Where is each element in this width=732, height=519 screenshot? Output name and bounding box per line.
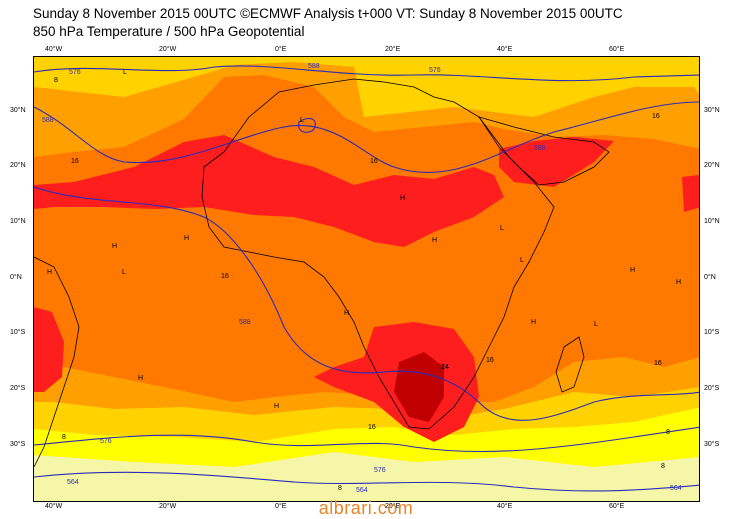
lat-label-right: 30°N <box>704 107 720 114</box>
high-pressure-marker: H <box>432 237 438 244</box>
high-pressure-marker: H <box>184 235 190 242</box>
lon-label-bottom: 20°W <box>159 503 177 510</box>
lon-label-top: 40°W <box>45 46 63 53</box>
coastlines <box>34 78 610 468</box>
geopotential-588-south <box>34 186 699 421</box>
geopotential-588-north <box>34 101 699 173</box>
temperature-label: 24 <box>441 364 449 371</box>
temperature-label: 16 <box>654 360 662 367</box>
map-title: Sunday 8 November 2015 00UTC ©ECMWF Anal… <box>33 6 623 21</box>
coastline-arabia <box>478 116 610 186</box>
geopotential-label: 588 <box>534 145 546 152</box>
temp-band-gt28 <box>394 352 444 422</box>
coastline-africa <box>201 78 555 430</box>
temperature-label: 16 <box>71 158 79 165</box>
lat-label-right: 0°N <box>704 274 716 281</box>
lon-label-bottom: 0°E <box>275 503 287 510</box>
lon-label-bottom: 20°E <box>385 503 401 510</box>
low-pressure-marker: L <box>122 269 126 276</box>
temperature-label: 8 <box>661 463 665 470</box>
watermark: albrari.com <box>318 498 414 518</box>
high-pressure-marker: H <box>274 403 280 410</box>
geopotential-label: 576 <box>100 438 112 445</box>
lat-label-right: 20°N <box>704 162 720 169</box>
geopotential-label: 588 <box>308 63 320 70</box>
lon-label-bottom: 40°E <box>497 503 513 510</box>
geopotential-label: 564 <box>356 487 368 494</box>
geopotential-label: 576 <box>429 67 441 74</box>
lat-label-left: 10°S <box>10 329 26 336</box>
lon-label-top: 40°E <box>497 46 513 53</box>
lat-label-left: 10°N <box>10 218 26 225</box>
temperature-label: 16 <box>221 273 229 280</box>
low-pressure-marker: L <box>520 257 524 264</box>
lon-label-bottom: 60°E <box>609 503 625 510</box>
geopotential-label: 576 <box>69 69 81 76</box>
weather-map-svg <box>34 57 699 501</box>
geopotential-contours <box>34 65 699 492</box>
geopotential-label: 564 <box>670 485 682 492</box>
map-subtitle: 850 hPa Temperature / 500 hPa Geopotenti… <box>33 24 305 39</box>
geopotential-588-low <box>298 117 316 133</box>
lon-label-top: 60°E <box>609 46 625 53</box>
lat-label-right: 30°S <box>704 441 720 448</box>
low-pressure-marker: L <box>594 321 598 328</box>
temperature-label: 8 <box>54 77 58 84</box>
geopotential-label: 576 <box>374 467 386 474</box>
temp-band-24-28 <box>34 135 504 247</box>
lat-label-left: 0°N <box>10 274 22 281</box>
high-pressure-marker: H <box>344 310 350 317</box>
geopotential-576-south <box>34 426 699 453</box>
high-pressure-marker: H <box>531 319 537 326</box>
temperature-label: 16 <box>368 424 376 431</box>
temperature-label: 16 <box>652 113 660 120</box>
lon-label-top: 0°E <box>275 46 287 53</box>
high-pressure-marker: H <box>138 375 144 382</box>
geopotential-564-south <box>34 471 699 492</box>
lat-label-right: 10°S <box>704 329 720 336</box>
coastline-south-america <box>34 256 80 468</box>
lat-label-right: 20°S <box>704 385 720 392</box>
low-pressure-marker: L <box>500 225 504 232</box>
temp-band-24-28-west <box>34 307 64 392</box>
low-pressure-marker: L <box>300 117 304 124</box>
coastline-madagascar <box>555 336 585 393</box>
lat-label-left: 30°N <box>10 107 26 114</box>
geopotential-label: 588 <box>42 117 54 124</box>
high-pressure-marker: H <box>112 243 118 250</box>
high-pressure-marker: H <box>630 267 636 274</box>
lat-label-left: 20°S <box>10 385 26 392</box>
temp-band-24-28-arabia <box>682 175 699 212</box>
lat-label-left: 30°S <box>10 441 26 448</box>
lon-label-bottom: 40°W <box>45 503 63 510</box>
temperature-label: 16 <box>370 158 378 165</box>
high-pressure-marker: H <box>400 195 406 202</box>
temperature-label: 8 <box>338 485 342 492</box>
lat-label-left: 20°N <box>10 162 26 169</box>
temperature-label: 8 <box>666 429 670 436</box>
temperature-label: 8 <box>62 434 66 441</box>
high-pressure-marker: H <box>676 279 682 286</box>
geopotential-label: 564 <box>67 479 79 486</box>
geopotential-label: 588 <box>239 319 251 326</box>
geopotential-576-north <box>34 65 699 82</box>
weather-map: 576 588 588 576 588 588 576 564 576 564 … <box>33 56 700 502</box>
lat-label-right: 10°N <box>704 218 720 225</box>
low-pressure-marker: L <box>123 69 127 76</box>
lon-label-top: 20°W <box>159 46 177 53</box>
lon-label-top: 20°E <box>385 46 401 53</box>
temperature-label: 16 <box>486 357 494 364</box>
high-pressure-marker: H <box>47 269 53 276</box>
